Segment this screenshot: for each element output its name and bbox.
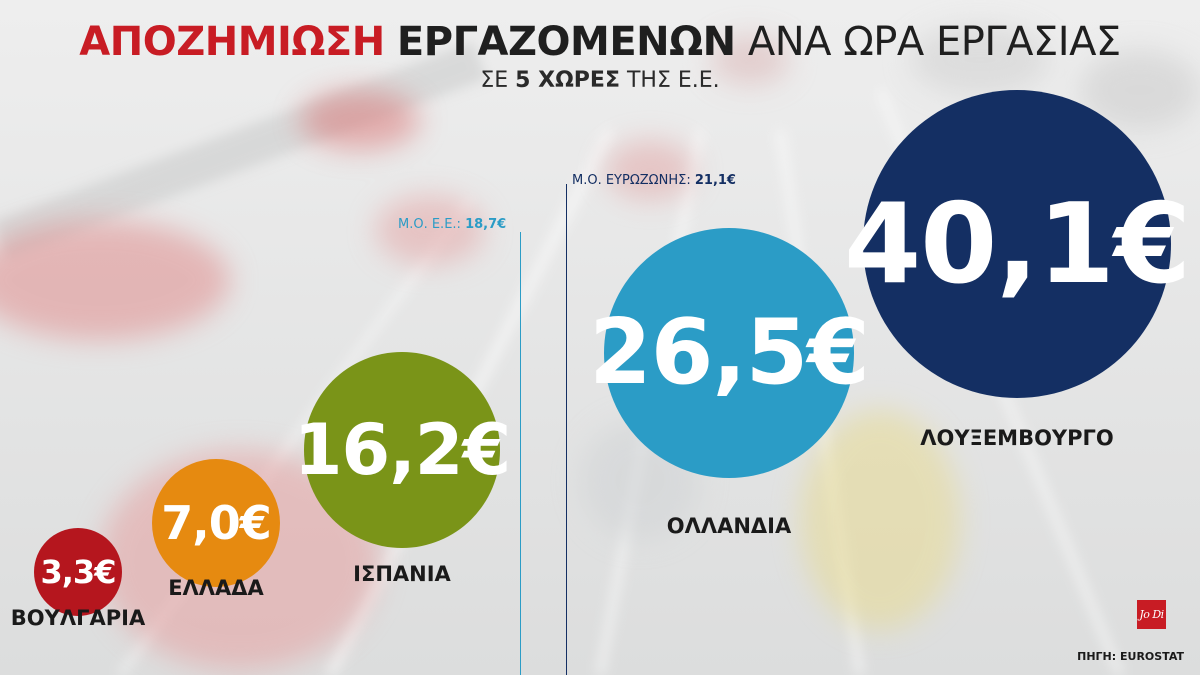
eu-average-line [520, 232, 521, 675]
eurozone-average-value: 21,1€ [694, 173, 736, 188]
bubble-netherlands: 26,5€ [589, 227, 870, 479]
value-label-bulgaria: 3,3€ [40, 552, 117, 591]
subtitle-pre: ΣΕ [480, 68, 509, 93]
eu-average-value: 18,7€ [465, 217, 507, 232]
value-label-greece: 7,0€ [161, 495, 271, 550]
country-label-netherlands: ΟΛΛΑΝΔΙΑ [666, 514, 792, 538]
title-part-2: ΕΡΓΑΖΟΜΕΝΩΝ [396, 19, 736, 65]
source-note: ΠΗΓΗ: EUROSTAT [1077, 650, 1184, 663]
bubble-greece: 7,0€ [151, 458, 281, 588]
country-label-luxembourg: ΛΟΥΞΕΜΒΟΥΡΓΟ [920, 426, 1114, 450]
value-label-luxembourg: 40,1€ [843, 179, 1191, 309]
eurozone-average-label: Μ.Ο. ΕΥΡΩΖΩΝΗΣ: 21,1€ [572, 173, 736, 188]
value-label-spain: 16,2€ [293, 408, 511, 491]
value-label-netherlands: 26,5€ [589, 300, 870, 406]
eurozone-average-prefix: Μ.Ο. ΕΥΡΩΖΩΝΗΣ: [572, 173, 691, 188]
eurozone-average-line [566, 184, 567, 675]
chart-subtitle: ΣΕ 5 ΧΩΡΕΣ ΤΗΣ Ε.Ε. [0, 68, 1200, 93]
eu-average-label: Μ.Ο. Ε.Ε.: 18,7€ [398, 217, 506, 232]
country-label-spain: ΙΣΠΑΝΙΑ [353, 562, 451, 586]
title-part-1: ΑΠΟΖΗΜΙΩΣΗ [79, 19, 385, 65]
bubble-spain: 16,2€ [294, 352, 511, 548]
title-part-3: ΑΝΑ ΩΡΑ ΕΡΓΑΣΙΑΣ [747, 19, 1121, 65]
subtitle-bold: 5 ΧΩΡΕΣ [515, 68, 620, 93]
country-label-greece: ΕΛΛΑΔΑ [168, 576, 264, 600]
subtitle-post: ΤΗΣ Ε.Ε. [626, 68, 720, 93]
eu-average-prefix: Μ.Ο. Ε.Ε.: [398, 217, 461, 232]
bubble-luxembourg: 40,1€ [844, 90, 1191, 398]
chart-title: ΑΠΟΖΗΜΙΩΣΗ ΕΡΓΑΖΟΜΕΝΩΝ ΑΝΑ ΩΡΑ ΕΡΓΑΣΙΑΣ [0, 14, 1200, 70]
brand-logo: Jo Di [1137, 600, 1166, 629]
country-label-bulgaria: ΒΟΥΛΓΑΡΙΑ [10, 606, 146, 630]
bubble-bulgaria: 3,3€ [33, 527, 123, 617]
